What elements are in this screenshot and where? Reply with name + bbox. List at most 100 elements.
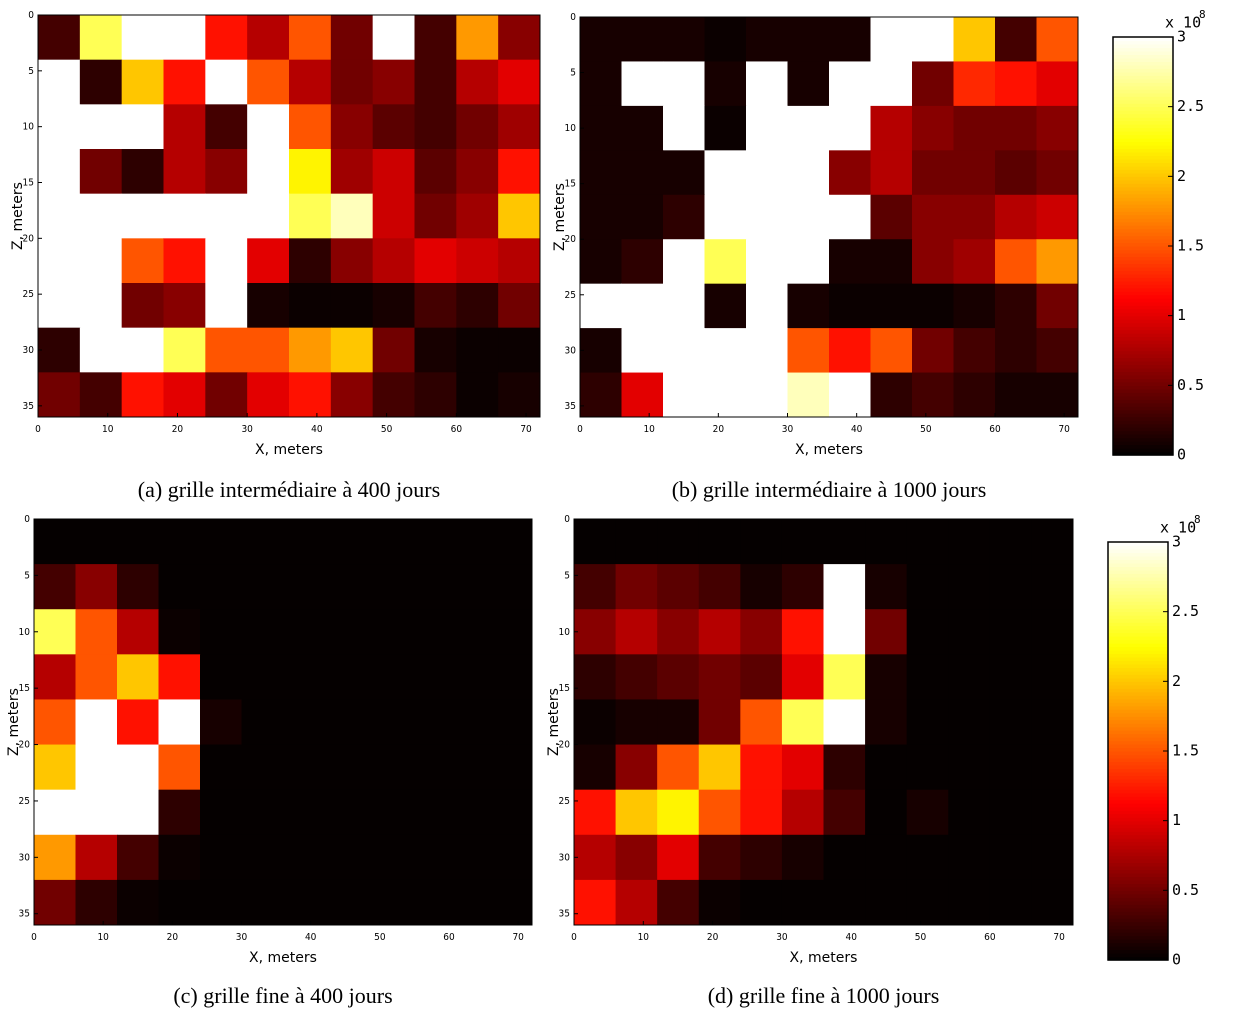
heatmap-cell — [1031, 654, 1074, 700]
heatmap-cell — [407, 564, 450, 610]
heatmap-cell — [912, 283, 954, 329]
colorbar-strip — [1113, 190, 1173, 195]
heatmap-cell — [163, 15, 206, 61]
colorbar-strip — [1113, 113, 1173, 118]
heatmap-cell — [330, 193, 374, 239]
heatmap-cell — [330, 104, 374, 150]
heatmap-cell — [870, 194, 913, 240]
heatmap-cell — [823, 879, 866, 926]
heatmap-cell — [456, 149, 499, 195]
colorbar-strip — [1108, 841, 1168, 846]
heatmap-cell — [366, 654, 408, 700]
x-tick-label: 0 — [577, 424, 583, 435]
heatmap-cell — [1031, 834, 1074, 881]
heatmap-cell — [121, 104, 164, 150]
heatmap-cell — [953, 61, 996, 107]
colorbar-strip — [1108, 796, 1168, 801]
colorbar-strip — [1113, 343, 1173, 348]
heatmap-cell — [740, 519, 783, 565]
heatmap-cell — [75, 789, 118, 836]
colorbar-strip — [1113, 127, 1173, 132]
heatmap-cell — [704, 239, 747, 285]
heatmap-cell — [615, 834, 658, 881]
y-axis-label: Z, meters — [552, 183, 568, 251]
heatmap-cell — [283, 564, 325, 610]
colorbar-strip — [1108, 573, 1168, 578]
heatmap-cell — [1036, 283, 1079, 329]
colorbar-strip — [1113, 54, 1173, 59]
heatmap-cell — [158, 789, 201, 836]
colorbar-strip — [1113, 336, 1173, 341]
heatmap-cell — [366, 699, 408, 746]
heatmap-cell — [906, 519, 949, 565]
heatmap-cell — [698, 879, 741, 926]
colorbar-strip — [1113, 420, 1173, 425]
colorbar-strip — [1108, 744, 1168, 749]
heatmap-cell — [740, 834, 783, 881]
x-tick-label: 10 — [97, 932, 109, 943]
heatmap-cell — [865, 834, 908, 881]
colorbar-exponent: 8 — [1199, 8, 1206, 21]
colorbar-strip — [1113, 64, 1173, 69]
x-tick-label: 50 — [915, 932, 927, 943]
heatmap-cell — [823, 654, 866, 700]
heatmap-cell — [372, 372, 415, 418]
heatmap-cell — [781, 609, 824, 655]
heatmap-cell — [1036, 239, 1079, 285]
heatmap-cell — [948, 609, 991, 655]
colorbar-strip — [1108, 949, 1168, 954]
heatmap-cell — [324, 789, 367, 836]
x-tick-label: 20 — [167, 932, 179, 943]
heatmap-cell — [657, 519, 700, 565]
colorbar-strip — [1113, 270, 1173, 275]
heatmap-cell — [121, 59, 164, 105]
colorbar-tick-label: 1.5 — [1172, 742, 1199, 760]
colorbar-strip — [1108, 872, 1168, 877]
heatmap-cell — [75, 609, 118, 655]
colorbar-strip — [1108, 646, 1168, 651]
heatmap-cell — [781, 744, 824, 791]
colorbar-strip — [1113, 176, 1173, 181]
heatmap-cell — [948, 519, 991, 565]
heatmap-cell — [912, 372, 954, 418]
heatmap-cell — [289, 104, 332, 150]
colorbar-strip — [1113, 172, 1173, 177]
colorbar-strip — [1113, 239, 1173, 244]
colorbar-strip — [1113, 228, 1173, 233]
heatmap-cell — [746, 372, 788, 418]
heatmap-cell — [330, 372, 374, 418]
colorbar-strip — [1113, 413, 1173, 418]
y-tick-label: 25 — [19, 796, 30, 807]
heatmap-cell — [829, 17, 871, 62]
heatmap-cell — [330, 283, 374, 329]
heatmap-cell — [870, 283, 913, 329]
heatmap-cell — [663, 328, 705, 374]
heatmap-cell — [663, 194, 705, 240]
heatmap-cell — [663, 283, 705, 329]
heatmap-cell — [948, 834, 991, 881]
heatmap-cell — [200, 789, 242, 836]
heatmap-cell — [953, 105, 996, 151]
heatmap-cell — [948, 789, 991, 836]
x-tick-label: 0 — [31, 932, 37, 943]
heatmap-cell — [823, 609, 866, 655]
colorbar-tick-label: 2 — [1177, 167, 1186, 185]
colorbar-strip — [1113, 360, 1173, 366]
heatmap-cell — [953, 372, 996, 418]
heatmap-cell — [407, 744, 450, 791]
colorbar-strip — [1113, 221, 1173, 226]
heatmap-cell — [912, 61, 954, 107]
heatmap-cell — [34, 789, 76, 836]
heatmap-cell — [121, 372, 164, 418]
colorbar-strip — [1113, 124, 1173, 129]
heatmap-cell — [372, 327, 415, 373]
heatmap-cell — [205, 238, 248, 284]
heatmap-cell — [953, 150, 996, 196]
colorbar-strip — [1113, 259, 1173, 265]
heatmap-cell — [163, 372, 206, 418]
colorbar-strip — [1113, 37, 1173, 42]
heatmap-cell — [580, 150, 622, 196]
heatmap-cell — [490, 609, 533, 655]
heatmap-cell — [787, 239, 830, 285]
colorbar-strip — [1113, 144, 1173, 150]
